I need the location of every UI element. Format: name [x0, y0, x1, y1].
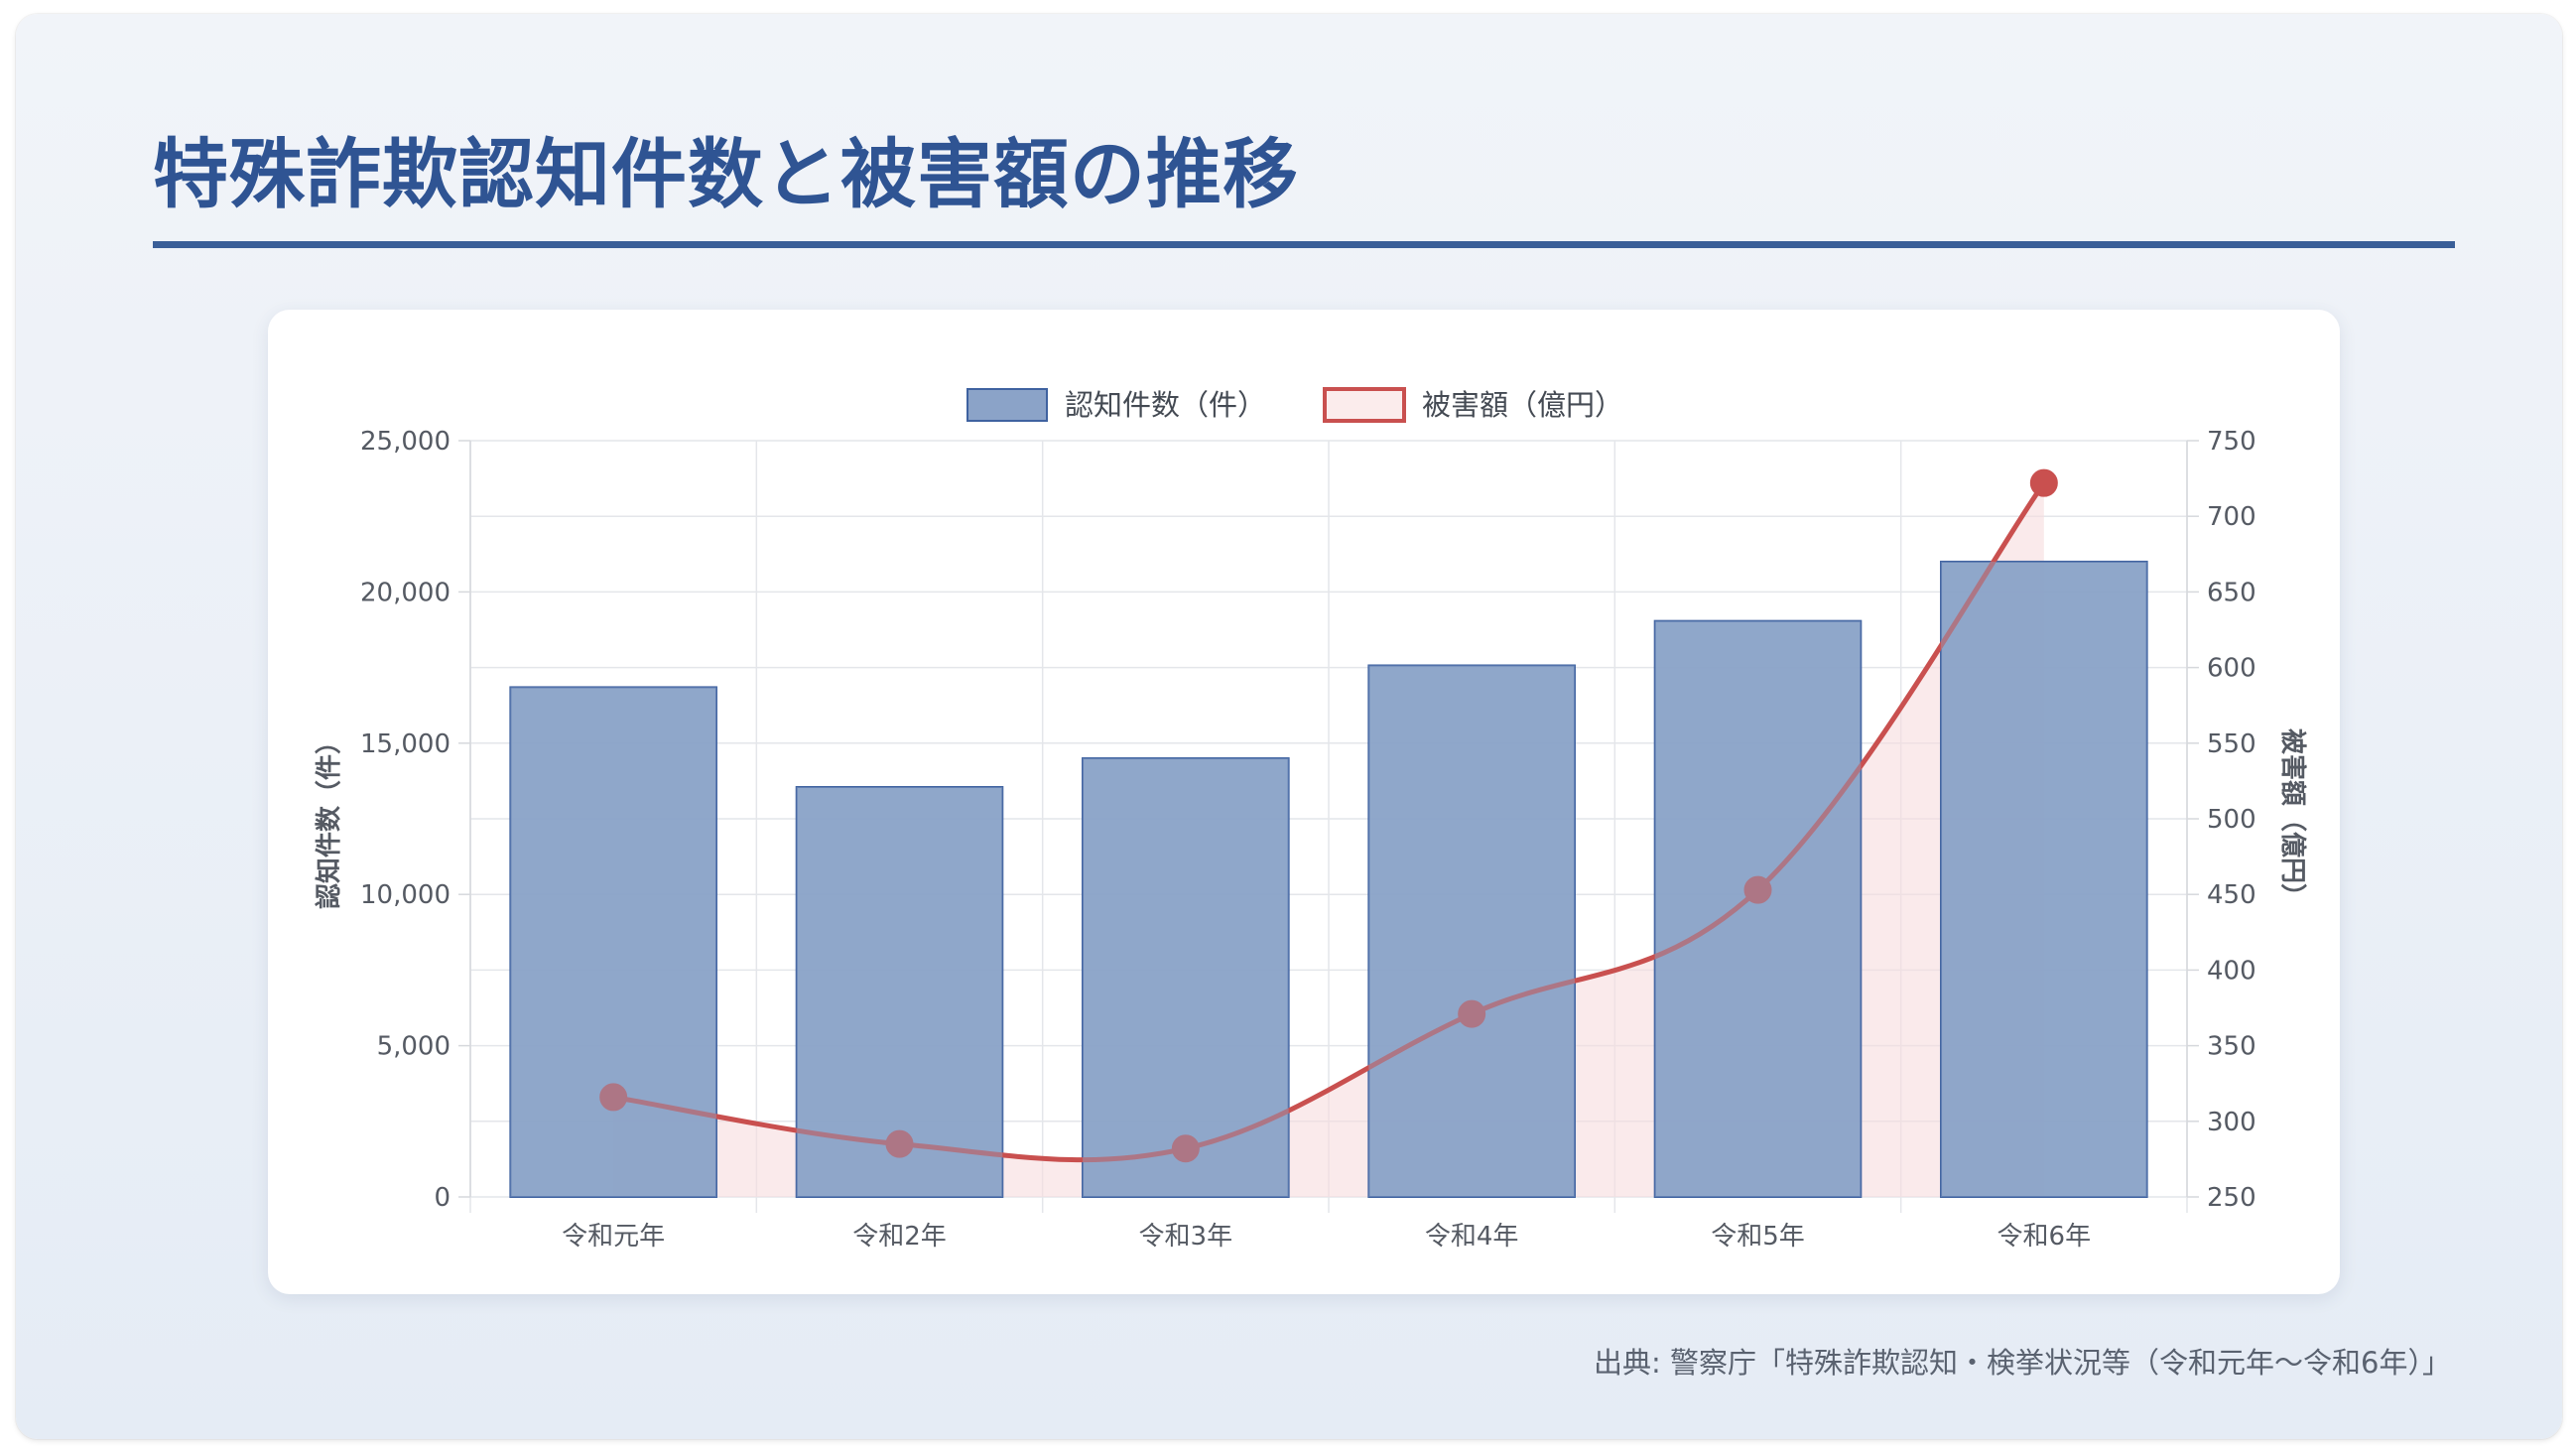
- chart-card: 0 5,000 10,000 15,000 20,000 25,000 250 300 350 4…: [268, 310, 2340, 1294]
- legend-swatch-count: [966, 388, 1048, 422]
- line-series: [510, 468, 2147, 1197]
- left-tick-label: 15,000: [360, 729, 451, 759]
- left-tick-label: 5,000: [377, 1032, 451, 1062]
- left-tick-label: 25,000: [360, 427, 451, 457]
- damage-point-6: [2029, 468, 2058, 497]
- right-tick-label: 450: [2207, 880, 2256, 910]
- right-tick-label: 750: [2207, 427, 2256, 457]
- left-tick-label: 10,000: [360, 880, 451, 910]
- damage-point-5: [1743, 875, 1772, 904]
- page-title: 特殊詐欺認知件数と被害額の推移: [153, 130, 1299, 218]
- x-tick-label: 令和3年: [1139, 1222, 1233, 1252]
- right-tick-label: 250: [2207, 1183, 2256, 1213]
- right-tick-label: 500: [2207, 805, 2256, 835]
- x-tick-label: 令和5年: [1711, 1222, 1805, 1252]
- right-tick-label: 300: [2207, 1108, 2256, 1137]
- bar-overlay-4: [1368, 665, 1575, 1197]
- x-tick-label: 令和2年: [852, 1222, 947, 1252]
- damage-point-4: [1458, 999, 1486, 1028]
- x-tick-label: 令和6年: [1997, 1222, 2092, 1252]
- axes: 0 5,000 10,000 15,000 20,000 25,000 250 300 350 4…: [314, 427, 2308, 1252]
- legend-label-count: 認知件数（件）: [1065, 388, 1266, 422]
- damage-line: [612, 481, 2046, 1163]
- right-axis-title: 被害額（億円）: [2277, 728, 2308, 909]
- damage-point-1: [599, 1083, 628, 1112]
- right-tick-label: 550: [2207, 729, 2256, 759]
- bar-count-6: [1940, 560, 2148, 1199]
- bar-count-5: [1653, 619, 1863, 1198]
- slide-frame: 特殊詐欺認知件数と被害額の推移 0 5,000 10,000 15,000 20,000…: [16, 14, 2562, 1439]
- bar-overlay-5: [1654, 620, 1862, 1197]
- damage-point-3: [1171, 1134, 1200, 1163]
- x-tick-label: 令和4年: [1425, 1222, 1519, 1252]
- bar-overlay-2: [796, 786, 1003, 1197]
- bar-count-4: [1367, 664, 1576, 1199]
- right-tick-label: 350: [2207, 1032, 2256, 1062]
- bar-overlay-3: [1083, 758, 1289, 1197]
- x-tick-label: 令和元年: [562, 1222, 665, 1252]
- bar-count-2: [795, 785, 1004, 1198]
- bar-overlay-1: [510, 687, 716, 1197]
- legend-label-damage: 被害額（億円）: [1422, 388, 1623, 422]
- source-note: 出典: 警察庁「特殊詐欺認知・検挙状況等（令和元年〜令和6年）」: [1594, 1346, 2451, 1380]
- right-tick-label: 700: [2207, 502, 2256, 532]
- bar-overlay-6: [1941, 561, 2147, 1197]
- legend-swatch-damage: [1323, 387, 1406, 423]
- left-tick-label: 0: [434, 1183, 451, 1213]
- left-tick-label: 20,000: [360, 578, 451, 607]
- title-underline: [153, 241, 2455, 248]
- right-tick-label: 600: [2207, 654, 2256, 684]
- right-tick-label: 650: [2207, 578, 2256, 607]
- right-tick-label: 400: [2207, 956, 2256, 986]
- left-axis-title: 認知件数（件）: [314, 728, 344, 909]
- damage-point-2: [885, 1129, 914, 1158]
- combo-chart: 0 5,000 10,000 15,000 20,000 25,000 250 300 350 4…: [314, 387, 2308, 1252]
- bar-series: [509, 560, 2148, 1199]
- legend: 認知件数（件） 被害額（億円）: [966, 387, 1623, 423]
